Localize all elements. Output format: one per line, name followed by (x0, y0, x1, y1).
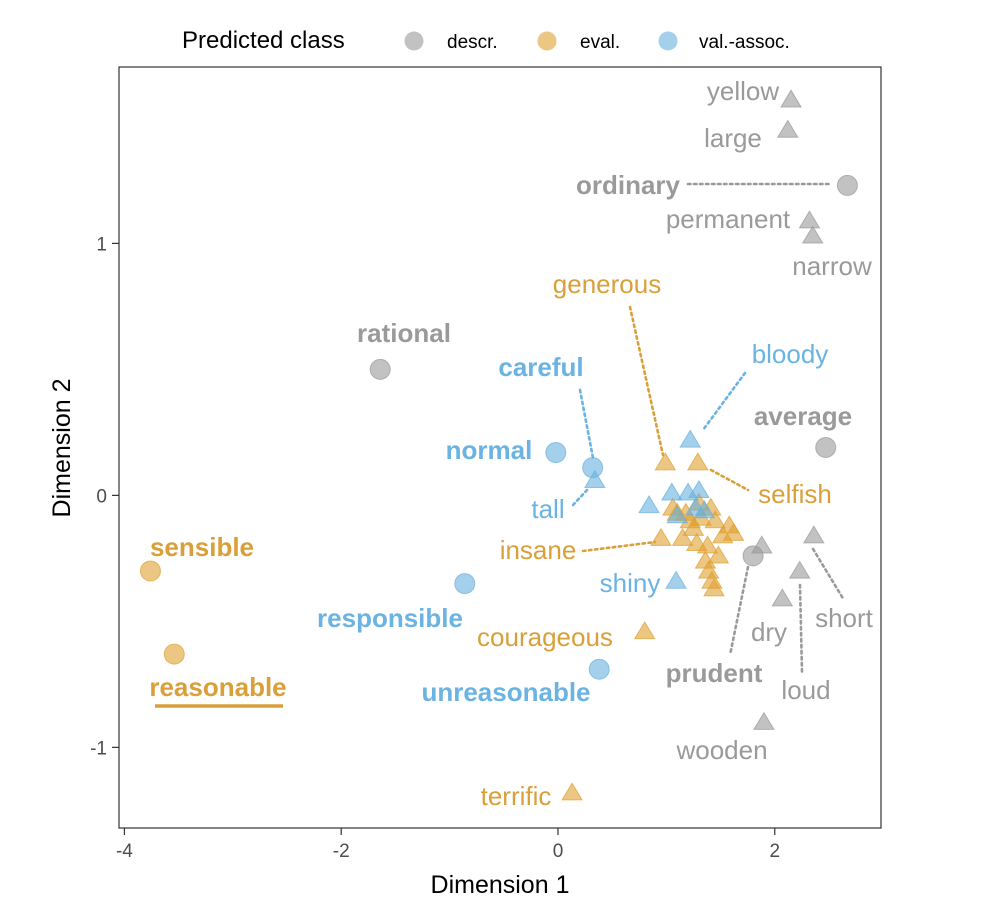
connector-insane (581, 540, 657, 553)
data-point (703, 578, 725, 597)
data-point (660, 482, 683, 501)
data-point-average (815, 437, 837, 458)
point-label-courageous: courageous (477, 622, 613, 652)
legend: Predicted class descr. eval. val.-assoc. (182, 27, 790, 54)
x-tick-label: 2 (769, 841, 780, 862)
point-label-insane: insane (500, 535, 577, 565)
data-point-rational (369, 358, 391, 380)
data-point-narrow (801, 225, 824, 244)
data-point-wooden (753, 711, 775, 730)
data-point-generous (654, 452, 677, 471)
data-point (707, 545, 730, 564)
connector-bloody (701, 371, 747, 432)
point-label-short: short (815, 603, 874, 633)
point-label-rational: rational (357, 318, 451, 348)
point-label-terrific: terrific (481, 781, 552, 811)
connector-short (811, 547, 846, 602)
point-label-narrow: narrow (792, 251, 872, 281)
data-point (688, 479, 710, 499)
point-label-selfish: selfish (758, 479, 832, 509)
connector-careful (578, 388, 595, 460)
x-axis: -4 -2 0 2 (116, 828, 780, 862)
data-point (666, 505, 689, 524)
y-tick-label: 1 (96, 234, 107, 255)
point-label-shiny: shiny (600, 568, 661, 598)
x-tick-label: -2 (333, 841, 350, 862)
point-label-large: large (704, 123, 762, 153)
data-point-responsible (454, 573, 476, 595)
point-label-wooden: wooden (675, 735, 767, 765)
data-point-prudent (742, 545, 764, 567)
connector-tall (571, 486, 591, 507)
x-axis-title: Dimension 1 (431, 871, 570, 899)
data-point-normal (545, 442, 567, 464)
data-point-shiny (665, 570, 688, 589)
data-point-short (802, 525, 825, 544)
connector-generous (628, 305, 665, 457)
legend-swatch-val-assoc (658, 31, 678, 51)
data-point (696, 535, 719, 554)
plot-panel (118, 66, 882, 829)
data-point-courageous (633, 620, 656, 640)
point-label-permanent: permanent (666, 204, 791, 234)
connector-prudent (728, 565, 750, 657)
data-points (139, 89, 858, 801)
point-label-ordinary: ordinary (576, 170, 681, 200)
legend-label-eval: eval. (580, 32, 620, 53)
point-label-yellow: yellow (707, 76, 779, 106)
data-point-bloody (679, 429, 702, 448)
data-point (671, 527, 694, 546)
legend-label-val-assoc: val.-assoc. (699, 32, 790, 53)
x-tick-label: 0 (553, 841, 564, 862)
data-point-loud (788, 560, 811, 579)
legend-swatch-descr (404, 31, 424, 51)
data-point-dry (771, 588, 794, 607)
y-axis-title: Dimension 2 (48, 379, 76, 518)
data-point-permanent (798, 210, 821, 229)
data-point (638, 494, 660, 514)
data-point-yellow (780, 89, 802, 108)
point-label-normal: normal (446, 435, 533, 465)
point-label-bloody: bloody (752, 339, 829, 369)
legend-label-descr: descr. (447, 32, 498, 53)
data-point-ordinary (836, 174, 858, 196)
point-label-prudent: prudent (666, 658, 763, 688)
point-label-generous: generous (553, 269, 661, 299)
y-tick-label: -1 (90, 738, 107, 759)
connector-lines (571, 182, 846, 674)
data-point (693, 500, 716, 519)
point-label-dry: dry (751, 617, 787, 647)
data-point-sensible (139, 560, 161, 582)
data-point-terrific (561, 782, 583, 801)
point-label-responsible: responsible (317, 603, 463, 633)
data-point-reasonable (163, 643, 185, 665)
data-point (722, 522, 745, 541)
point-label-average: average (754, 401, 852, 431)
point-label-sensible: sensible (150, 532, 254, 562)
point-label-loud: loud (781, 675, 830, 705)
x-tick-label: -4 (116, 841, 133, 862)
legend-title: Predicted class (182, 27, 345, 54)
data-point-large (776, 119, 799, 138)
y-tick-label: 0 (96, 486, 107, 507)
point-label-tall: tall (531, 494, 564, 524)
data-point (704, 510, 727, 529)
y-axis: -1 0 1 (90, 234, 119, 759)
data-point-insane (650, 527, 672, 546)
legend-swatch-eval (537, 31, 557, 51)
connector-loud (798, 583, 804, 674)
point-label-careful: careful (498, 352, 583, 382)
connector-selfish (709, 468, 750, 492)
point-label-reasonable: reasonable (149, 672, 286, 702)
point-label-unreasonable: unreasonable (421, 677, 590, 707)
data-point (682, 517, 705, 536)
data-point-unreasonable (588, 658, 610, 680)
data-point-selfish (686, 452, 709, 471)
data-point-tall (583, 469, 606, 488)
